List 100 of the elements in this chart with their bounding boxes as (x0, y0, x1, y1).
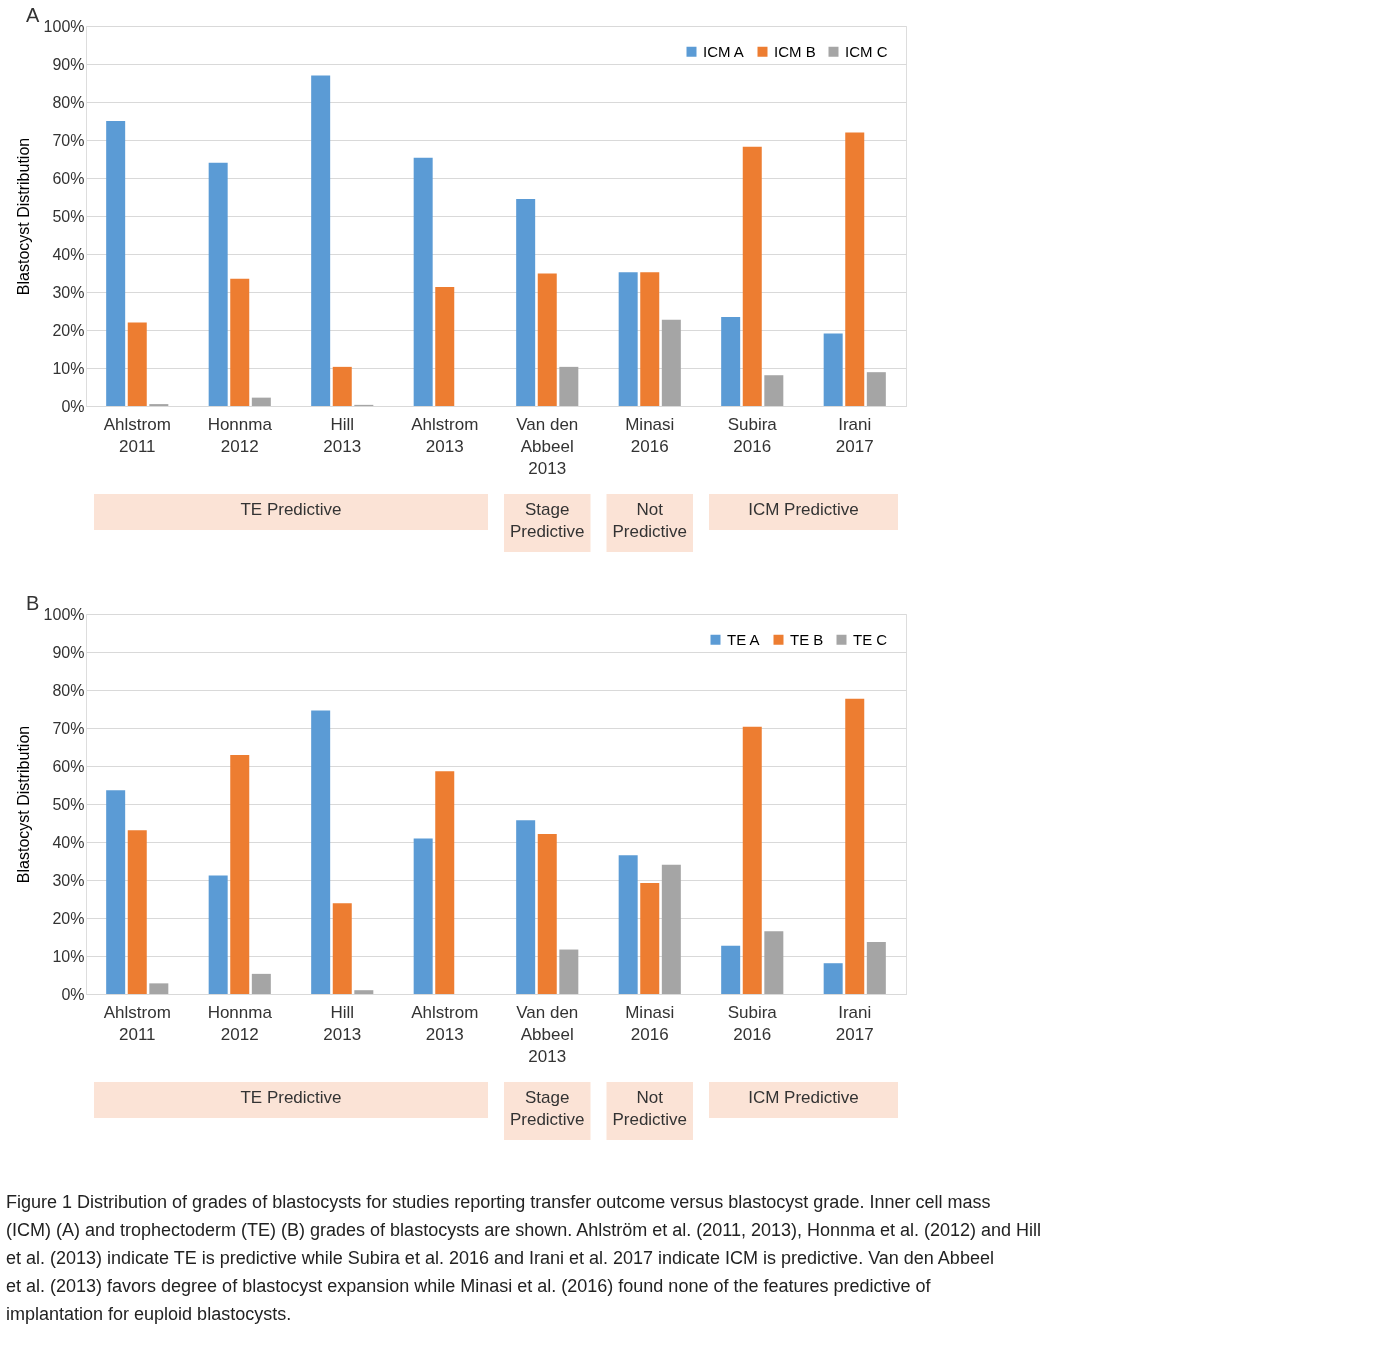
y-tick-label: 60% (52, 757, 85, 775)
y-tick-label: 40% (52, 245, 85, 263)
bar (435, 771, 455, 994)
bar (866, 941, 886, 994)
bar (618, 272, 638, 406)
y-tick-label: 50% (52, 207, 85, 225)
y-tick-label: 80% (52, 681, 85, 699)
y-tick-label: 0% (61, 397, 85, 415)
chart-title: B (26, 592, 40, 614)
y-tick-label: 30% (52, 283, 85, 301)
bar (823, 333, 843, 406)
bar (661, 319, 681, 406)
y-tick-label: 20% (52, 909, 85, 927)
bar (332, 366, 352, 406)
x-tick-label: Van den Abbeel 2013 (516, 414, 579, 478)
x-tick-label: Irani 2017 (835, 1002, 874, 1044)
bar (413, 838, 433, 994)
bar (413, 157, 433, 406)
bar (332, 903, 352, 994)
y-tick-label: 30% (52, 871, 85, 889)
bar (149, 983, 169, 994)
y-tick-label: 20% (52, 321, 85, 339)
bar (106, 121, 126, 406)
bar (251, 397, 271, 406)
bar (559, 949, 579, 994)
bar (208, 875, 228, 994)
y-tick-label: 40% (52, 833, 85, 851)
bar (721, 317, 741, 406)
chart-title: A (26, 4, 40, 26)
bar (742, 146, 762, 406)
text: Not Predictive (612, 1088, 688, 1129)
bar (764, 931, 784, 994)
text: ICM Predictive (748, 1088, 859, 1107)
y-axis-title: Blastocyst Distribution (14, 725, 32, 884)
bar (230, 278, 250, 406)
text: ICM Predictive (748, 500, 859, 519)
bar (559, 366, 579, 406)
bar (845, 698, 865, 994)
bar (661, 864, 681, 994)
y-axis-title: Blastocyst Distribution (14, 137, 32, 296)
bar (618, 855, 638, 994)
x-tick-label: Minasi 2016 (625, 414, 675, 456)
bar (537, 273, 557, 406)
x-tick-label: Irani 2017 (835, 414, 874, 456)
x-tick-label: Hill 2013 (323, 414, 362, 456)
bar (127, 322, 147, 406)
bar (742, 726, 762, 994)
bar (537, 834, 557, 994)
bar (127, 830, 147, 994)
text: Stage Predictive (509, 500, 585, 541)
legend-label: TE C (853, 630, 888, 648)
x-tick-label: Ahlstrom 2011 (103, 1002, 171, 1044)
bar (823, 963, 843, 994)
x-tick-label: Honnma 2012 (207, 414, 273, 456)
bar (208, 162, 228, 406)
x-tick-label: Honnma 2012 (207, 1002, 273, 1044)
caption: Figure 1 Distribution of grades of blastocysts for studies reporting transfer outcome versus blastocyst grade. Inner cell mass (ICM) (A) and trophectoderm (TE) (B) grades of blastocysts are shown. Ahlström et al. (2011, 2013), Honnma et al. (2012) and Hill et al. (2013) indicate TE is predictive while Subira et al. 2016 and Irani et al. 2017 indicate ICM is predictive. Van den Abbeel et al. (2013) favors degree of blastocyst expansion while Minasi et al. (2016) found none of the features predictive of implantation for euploid blastocysts. (6, 1192, 1042, 1324)
bar (311, 710, 331, 994)
text: TE Predictive (240, 1088, 342, 1107)
bar (721, 945, 741, 994)
bar (516, 820, 536, 994)
text: TE Predictive (240, 500, 342, 519)
y-tick-label: 0% (61, 985, 85, 1003)
x-tick-label: Ahlstrom 2011 (103, 414, 171, 456)
bar (435, 287, 455, 406)
legend-label: ICM A (703, 42, 744, 60)
y-tick-label: 50% (52, 795, 85, 813)
bar (230, 754, 250, 994)
bar (845, 132, 865, 406)
x-tick-label: Hill 2013 (323, 1002, 362, 1044)
y-tick-label: 60% (52, 169, 85, 187)
x-tick-label: Subira 2016 (727, 414, 778, 456)
x-tick-label: Ahlstrom 2013 (411, 414, 479, 456)
x-tick-label: Ahlstrom 2013 (411, 1002, 479, 1044)
text: Not Predictive (612, 500, 688, 541)
y-tick-label: 70% (52, 131, 85, 149)
bar (251, 973, 271, 994)
bar (866, 372, 886, 406)
legend-label: ICM C (845, 42, 888, 60)
legend-label: TE A (727, 630, 760, 648)
y-tick-label: 10% (52, 947, 85, 965)
y-tick-label: 80% (52, 93, 85, 111)
bar (764, 375, 784, 406)
y-tick-label: 100% (43, 605, 85, 623)
legend-label: ICM B (774, 42, 816, 60)
legend-label: TE B (790, 630, 824, 648)
y-tick-label: 90% (52, 643, 85, 661)
y-tick-label: 90% (52, 55, 85, 73)
text: Stage Predictive (509, 1088, 585, 1129)
bar (640, 272, 660, 406)
bar (354, 990, 374, 994)
bar (640, 883, 660, 994)
y-tick-label: 100% (43, 17, 85, 35)
x-tick-label: Van den Abbeel 2013 (516, 1002, 579, 1066)
bar (106, 790, 126, 994)
x-tick-label: Minasi 2016 (625, 1002, 675, 1044)
y-tick-label: 10% (52, 359, 85, 377)
y-tick-label: 70% (52, 719, 85, 737)
bar (311, 75, 331, 406)
x-tick-label: Subira 2016 (727, 1002, 778, 1044)
